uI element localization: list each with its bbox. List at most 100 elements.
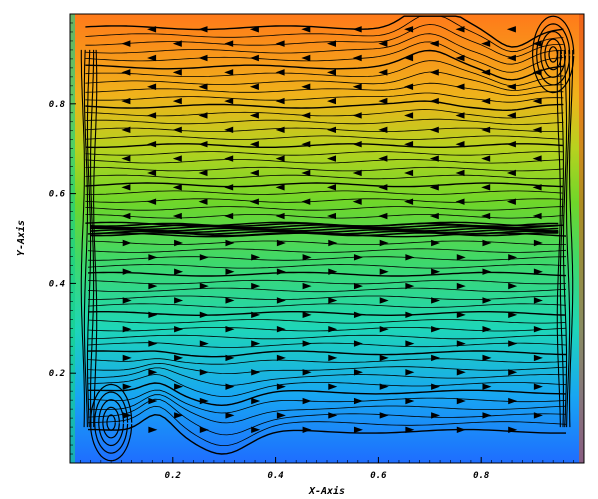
streamline-upper (85, 100, 564, 112)
flow-arrow (508, 311, 518, 319)
flow-arrow (379, 297, 389, 304)
flow-arrow (353, 282, 363, 290)
flow-arrow (249, 112, 259, 119)
flow-arrow (199, 369, 209, 376)
flow-arrow (482, 354, 492, 362)
flow-arrow (378, 155, 388, 162)
flow-arrow (122, 268, 132, 275)
flow-arrow (508, 340, 518, 347)
flow-arrow (429, 97, 439, 105)
flow-arrow (174, 412, 184, 419)
flow-arrow (199, 397, 209, 405)
flow-arrow (275, 155, 285, 162)
flow-arrow (429, 212, 439, 220)
flow-arrow (302, 340, 312, 347)
streamline-lower (87, 394, 567, 424)
vortex-ring (544, 38, 562, 71)
streamline-upper (85, 135, 564, 140)
flow-arrow (405, 369, 415, 376)
flow-arrow (431, 239, 441, 247)
flow-arrow (352, 112, 362, 119)
streamline-upper (85, 41, 564, 73)
streamline-wall (569, 49, 574, 428)
flow-arrow (327, 155, 336, 162)
flow-arrow (174, 354, 184, 362)
flow-arrow (251, 369, 261, 376)
x-axis-title: X-Axis (308, 485, 345, 497)
flow-arrow (251, 311, 261, 319)
streamline-lower (87, 367, 567, 386)
flow-arrow (482, 383, 492, 390)
flow-arrow (431, 383, 441, 390)
flow-arrow (431, 354, 441, 362)
streamline-upper (85, 118, 564, 125)
flow-arrow (224, 126, 234, 134)
flow-arrow (249, 141, 259, 148)
flow-arrow (405, 254, 415, 261)
flow-arrow (353, 340, 363, 347)
y-tick-label: 0.8 (49, 100, 65, 110)
flow-arrow (276, 412, 286, 419)
streamline-wall (562, 49, 568, 428)
streamline-upper (85, 82, 564, 97)
flow-arrow (429, 155, 439, 162)
flow-arrow (148, 254, 158, 261)
flow-arrow (121, 184, 131, 191)
flow-arrow (506, 198, 516, 205)
flow-arrow (121, 97, 131, 105)
streamline-upper (85, 190, 564, 195)
flow-arrow (482, 297, 492, 304)
flow-arrow (301, 83, 311, 90)
streamline-lower (87, 334, 566, 340)
flow-arrow (456, 282, 466, 290)
flow-arrow (532, 212, 542, 220)
flow-arrow (328, 354, 338, 362)
flow-arrow (121, 69, 131, 76)
flow-arrow (301, 26, 311, 33)
flow-arrow (172, 184, 182, 191)
flow-arrow (353, 369, 363, 376)
flow-arrow (455, 26, 465, 33)
streamlines-group (80, 15, 575, 462)
streamline-upper (85, 151, 564, 156)
flow-arrow (301, 112, 311, 119)
flow-arrow (429, 184, 439, 191)
flow-arrow (379, 412, 389, 419)
flow-arrow (121, 40, 131, 47)
streamline-upper (85, 206, 564, 211)
flow-arrow (353, 254, 363, 261)
x-tick-label: 0.8 (473, 471, 489, 481)
vortex-ring (548, 46, 558, 63)
streamline-lower (87, 350, 567, 358)
flow-arrow (353, 426, 363, 433)
flow-arrow (533, 297, 543, 304)
flow-arrow (533, 354, 543, 362)
streamline-upper (85, 33, 564, 65)
flow-arrow (455, 169, 465, 177)
flow-arrow (172, 126, 182, 134)
flow-arrow (172, 212, 182, 220)
flow-arrow (405, 282, 415, 290)
flow-arrow (302, 369, 312, 376)
flow-arrow (122, 239, 132, 247)
flow-arrow (352, 198, 362, 205)
flow-arrow (506, 112, 516, 119)
x-tick-label: 0.4 (267, 471, 283, 481)
flow-arrow (276, 354, 286, 362)
streamline-lower (87, 405, 567, 446)
streamline-upper (85, 159, 564, 164)
flow-arrow (276, 239, 286, 247)
flow-arrow (275, 184, 285, 191)
streamline-upper (85, 214, 564, 219)
flow-arrow (301, 169, 311, 177)
flow-arrow (225, 297, 235, 304)
streamline-upper (85, 49, 564, 81)
flow-arrow (276, 383, 286, 390)
flow-arrow (456, 426, 466, 433)
streamline-upper (85, 71, 564, 91)
flow-arrow (225, 383, 235, 390)
streamline-lower (87, 279, 567, 285)
vortex-ring (102, 406, 120, 439)
flow-arrow (327, 97, 336, 105)
